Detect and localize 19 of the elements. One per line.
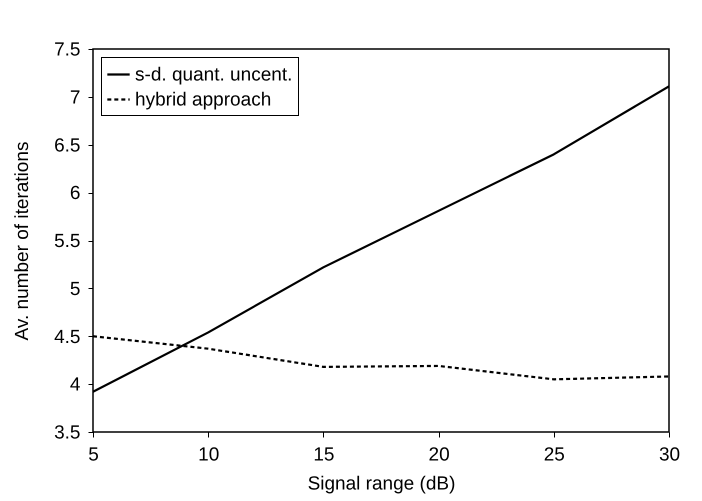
x-axis-title: Signal range (dB) <box>308 474 456 494</box>
y-tick-label: 3.5 <box>54 422 80 444</box>
y-tick-label: 5.5 <box>54 231 80 252</box>
x-tick-label: 10 <box>198 444 220 466</box>
y-axis-title: Av. number of iterations <box>12 142 34 340</box>
x-tick-label: 25 <box>544 444 565 466</box>
legend-label: hybrid approach <box>135 90 272 110</box>
x-tick-label: 30 <box>658 444 680 466</box>
y-tick-label: 4 <box>70 374 81 396</box>
y-tick-label: 4.5 <box>54 326 80 348</box>
y-tick-label: 7 <box>70 87 80 108</box>
y-tick-label: 7.5 <box>54 40 80 60</box>
y-tick-label: 6.5 <box>54 135 80 156</box>
y-tick-label: 5 <box>70 278 80 300</box>
x-tick-label: 20 <box>428 444 450 466</box>
x-tick-label: 5 <box>88 444 99 466</box>
legend-label: s-d. quant. uncent. <box>135 64 292 86</box>
y-tick-label: 6 <box>70 183 80 204</box>
x-tick-label: 15 <box>313 444 334 466</box>
